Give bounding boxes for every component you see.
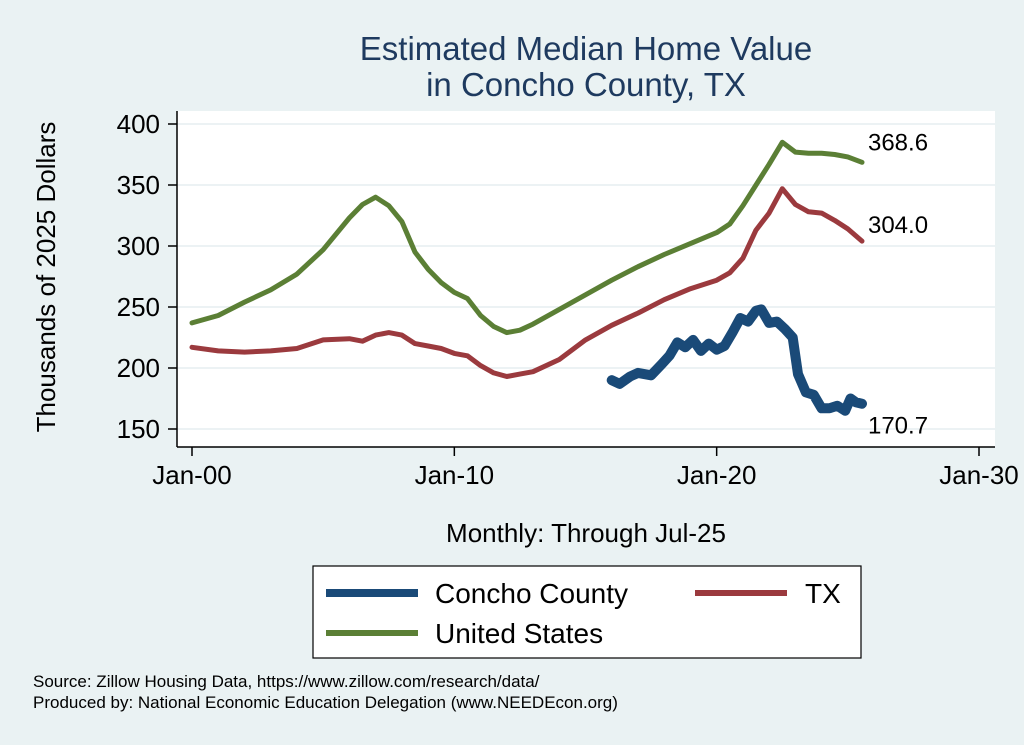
plot-area [177, 111, 995, 447]
x-tick-label-Jan-10: Jan-10 [415, 460, 495, 490]
axes: 150 200 250 300 350 400 Jan-00 Jan-10 Jan-20 Jan-… [117, 109, 1019, 490]
x-tick-label-Jan-30: Jan-30 [939, 460, 1019, 490]
legend-label-concho-county: Concho County [435, 578, 628, 609]
chart-title-line-2: in Concho County, TX [426, 66, 746, 103]
end-label-tx: 304.0 [868, 212, 928, 239]
series-line-tx [189, 186, 865, 379]
x-axis-title: Monthly: Through Jul-25 [446, 518, 726, 548]
end-label-united-states: 368.6 [868, 129, 928, 156]
end-labels: 170.7 304.0 368.6 [868, 129, 928, 439]
legend-box [312, 565, 862, 659]
chart-title-line-1: Estimated Median Home Value [360, 30, 812, 67]
x-tick-label-Jan-20: Jan-20 [677, 460, 757, 490]
producer-note: Produced by: National Economic Education… [33, 693, 618, 712]
y-tick-label-400: 400 [117, 109, 160, 139]
y-tick-label-300: 300 [117, 231, 160, 261]
end-label-concho-county: 170.7 [868, 413, 928, 440]
y-tick-label-250: 250 [117, 292, 160, 322]
y-tick-label-150: 150 [117, 414, 160, 444]
y-axis-title: Thousands of 2025 Dollars [31, 122, 61, 433]
legend: Concho County TX United States [312, 565, 862, 659]
source-note: Source: Zillow Housing Data, https://www… [33, 672, 540, 691]
grid-lines [177, 123, 995, 430]
legend-label-tx: TX [805, 578, 841, 609]
y-tick-label-200: 200 [117, 353, 160, 383]
series-line-concho-county [606, 304, 867, 416]
series-lines [189, 139, 867, 416]
y-tick-label-350: 350 [117, 170, 160, 200]
x-tick-label-Jan-00: Jan-00 [152, 460, 232, 490]
series-line-united-states [189, 139, 865, 336]
legend-label-united-states: United States [435, 618, 603, 649]
